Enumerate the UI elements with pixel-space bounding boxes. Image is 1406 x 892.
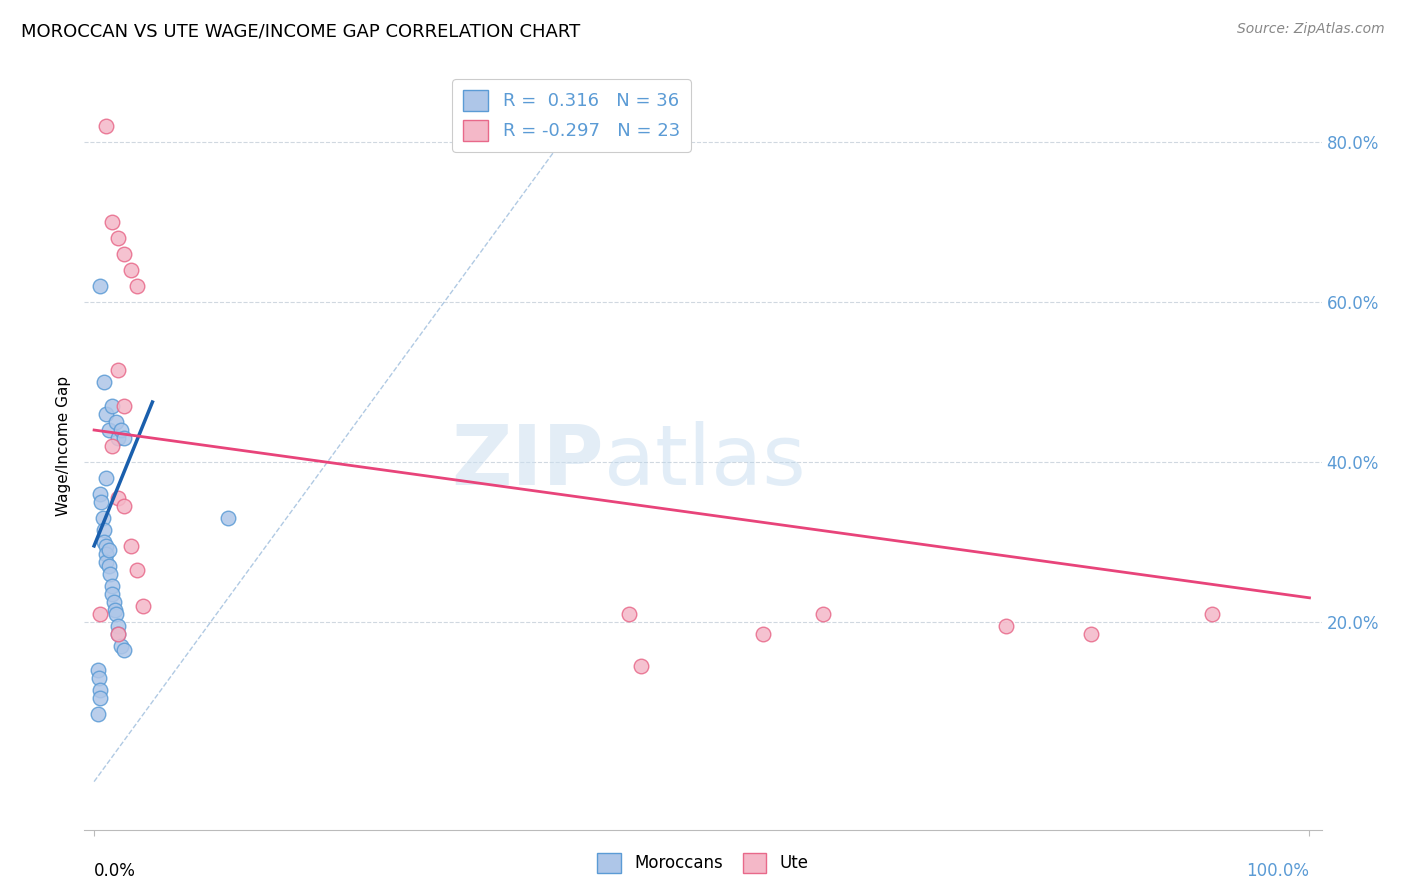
Text: MOROCCAN VS UTE WAGE/INCOME GAP CORRELATION CHART: MOROCCAN VS UTE WAGE/INCOME GAP CORRELAT…: [21, 22, 581, 40]
Point: [96, 471, 118, 485]
Point: [96, 120, 118, 134]
Point: [96, 547, 118, 561]
Point: [110, 639, 132, 653]
Point: [97, 423, 120, 437]
Point: [114, 431, 136, 445]
Point: [617, 607, 640, 621]
Y-axis label: Wage/Income Gap: Wage/Income Gap: [56, 376, 72, 516]
Point: [120, 539, 142, 553]
Point: [96, 539, 118, 553]
Text: Source: ZipAtlas.com: Source: ZipAtlas.com: [1237, 22, 1385, 37]
Point: [97, 542, 120, 557]
Point: [101, 439, 124, 453]
Point: [96, 407, 118, 421]
Point: [107, 363, 129, 377]
Point: [91, 511, 114, 525]
Point: [103, 595, 125, 609]
Point: [101, 399, 124, 413]
Point: [125, 563, 148, 577]
Point: [90, 495, 112, 509]
Point: [125, 279, 148, 293]
Point: [114, 399, 136, 413]
Legend: R =  0.316   N = 36, R = -0.297   N = 23: R = 0.316 N = 36, R = -0.297 N = 23: [453, 79, 690, 152]
Point: [93, 523, 115, 537]
Text: 100.0%: 100.0%: [1247, 862, 1309, 880]
Legend: Moroccans, Ute: Moroccans, Ute: [591, 847, 815, 880]
Point: [110, 423, 132, 437]
Point: [1080, 627, 1102, 641]
Point: [101, 587, 124, 601]
Text: ZIP: ZIP: [451, 421, 605, 502]
Point: [89, 690, 111, 705]
Point: [104, 415, 127, 429]
Point: [120, 263, 142, 277]
Point: [751, 627, 773, 641]
Point: [87, 663, 110, 677]
Point: [114, 247, 136, 261]
Point: [87, 671, 110, 685]
Text: 0.0%: 0.0%: [94, 862, 136, 880]
Point: [89, 607, 111, 621]
Point: [101, 215, 124, 229]
Point: [107, 627, 129, 641]
Point: [93, 534, 115, 549]
Point: [813, 607, 835, 621]
Point: [107, 231, 129, 245]
Point: [89, 279, 111, 293]
Point: [114, 499, 136, 513]
Point: [93, 375, 115, 389]
Point: [630, 658, 652, 673]
Point: [97, 558, 120, 573]
Point: [107, 491, 129, 505]
Point: [104, 603, 127, 617]
Point: [107, 431, 129, 445]
Point: [994, 619, 1017, 633]
Point: [96, 555, 118, 569]
Point: [131, 599, 153, 613]
Text: atlas: atlas: [605, 421, 806, 502]
Point: [104, 607, 127, 621]
Point: [114, 642, 136, 657]
Point: [107, 619, 129, 633]
Point: [87, 706, 110, 721]
Point: [217, 511, 239, 525]
Point: [98, 566, 121, 581]
Point: [89, 487, 111, 501]
Point: [101, 579, 124, 593]
Point: [107, 627, 129, 641]
Point: [1201, 607, 1223, 621]
Point: [89, 682, 111, 697]
